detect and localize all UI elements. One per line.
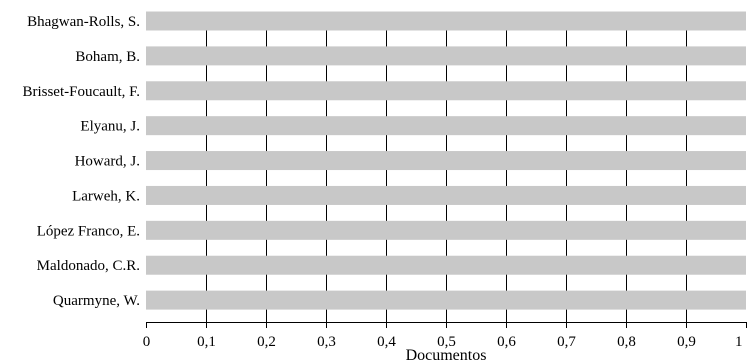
x-tick-label: 0,8 bbox=[617, 334, 636, 350]
y-category-label: Elyanu, J. bbox=[80, 119, 140, 135]
bar bbox=[146, 116, 746, 136]
x-tick-label: 0,9 bbox=[677, 334, 696, 350]
bar bbox=[146, 151, 746, 171]
bar bbox=[146, 220, 746, 240]
y-category-label: Quarmyne, W. bbox=[53, 293, 140, 309]
bar bbox=[146, 81, 746, 101]
bar bbox=[146, 11, 746, 31]
y-category-label: Howard, J. bbox=[75, 154, 140, 170]
x-tick-label: 0,1 bbox=[197, 334, 216, 350]
bar bbox=[146, 255, 746, 275]
grid-lines bbox=[146, 30, 747, 328]
x-tick-labels: 0 0,1 0,2 0,3 0,4 0,5 0,6 0,7 0,8 0,9 1 bbox=[143, 334, 743, 350]
x-tick-label: 0,2 bbox=[257, 334, 276, 350]
x-axis-title: Documentos bbox=[406, 347, 487, 364]
bar bbox=[146, 290, 746, 310]
y-axis-labels: Bhagwan-Rolls, S. Boham, B. Brisset-Foucau… bbox=[22, 14, 140, 309]
y-category-label: Bhagwan-Rolls, S. bbox=[27, 14, 140, 30]
x-tick-label: 1 bbox=[735, 334, 743, 350]
x-tick-label: 0,7 bbox=[557, 334, 576, 350]
y-category-label: Brisset-Foucault, F. bbox=[22, 84, 140, 100]
bar bbox=[146, 185, 746, 205]
y-category-label: López Franco, E. bbox=[37, 223, 140, 239]
bars bbox=[146, 11, 746, 310]
y-category-label: Larweh, K. bbox=[72, 188, 140, 204]
x-tick-label: 0,4 bbox=[377, 334, 396, 350]
y-category-label: Maldonado, C.R. bbox=[37, 258, 140, 274]
x-tick-label: 0,5 bbox=[437, 334, 456, 350]
y-category-label: Boham, B. bbox=[75, 49, 140, 65]
bar bbox=[146, 46, 746, 66]
x-tick-label: 0 bbox=[143, 334, 151, 350]
x-tick-label: 0,3 bbox=[317, 334, 336, 350]
x-tick-label: 0,6 bbox=[497, 334, 516, 350]
